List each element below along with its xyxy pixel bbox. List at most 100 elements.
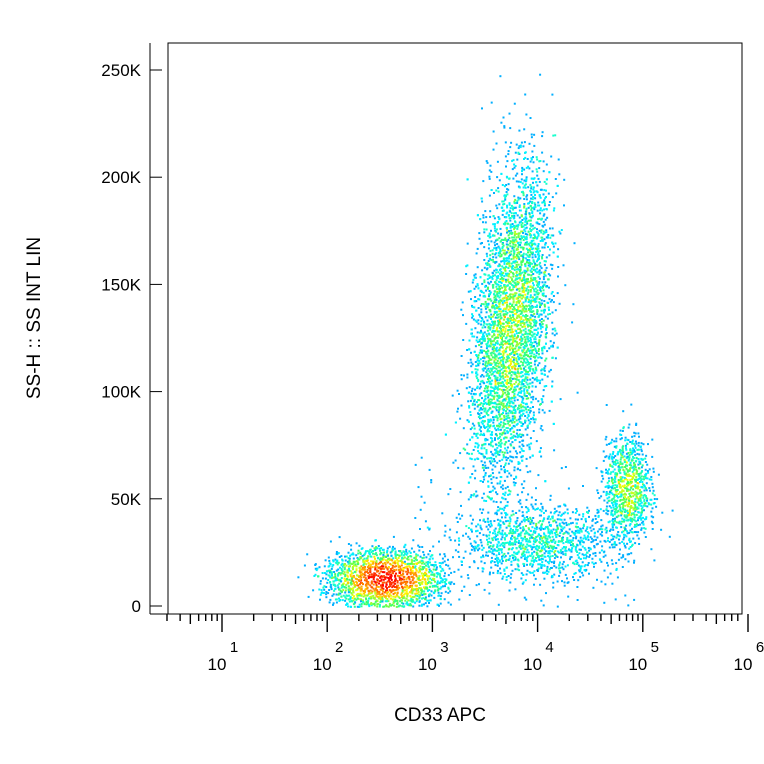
- data-point: [551, 241, 554, 244]
- data-point: [473, 276, 476, 279]
- data-point: [516, 158, 519, 161]
- data-point: [381, 595, 384, 598]
- data-point: [433, 573, 436, 576]
- data-point: [504, 289, 507, 292]
- data-point: [545, 328, 547, 331]
- data-point: [499, 299, 502, 302]
- data-point: [501, 484, 504, 487]
- data-point: [621, 448, 624, 450]
- data-point: [540, 231, 543, 234]
- data-point: [518, 290, 521, 293]
- data-point: [494, 316, 497, 319]
- data-point: [303, 564, 306, 567]
- data-point: [525, 310, 528, 313]
- data-point: [490, 170, 493, 173]
- data-point: [335, 551, 338, 553]
- data-point: [495, 256, 498, 259]
- data-point: [542, 275, 545, 278]
- data-point: [476, 283, 479, 286]
- data-point: [532, 348, 535, 351]
- data-point: [394, 596, 397, 599]
- data-point: [495, 288, 498, 291]
- data-point: [513, 224, 515, 227]
- data-point: [329, 581, 332, 584]
- data-point: [394, 550, 397, 553]
- data-point: [486, 430, 489, 433]
- data-point: [417, 577, 420, 580]
- data-point: [511, 360, 514, 363]
- data-point: [528, 350, 531, 352]
- data-point: [525, 282, 528, 285]
- data-point: [373, 589, 376, 592]
- data-point: [387, 554, 389, 557]
- data-point: [497, 428, 500, 431]
- data-point: [615, 511, 618, 514]
- data-point: [537, 177, 540, 180]
- data-point: [493, 367, 496, 370]
- data-point: [473, 287, 476, 290]
- data-point: [433, 577, 436, 580]
- data-point: [358, 606, 361, 608]
- data-point: [475, 433, 478, 435]
- data-point: [418, 579, 420, 582]
- data-point: [394, 580, 396, 583]
- data-point: [424, 598, 427, 600]
- data-point: [492, 371, 495, 374]
- data-point: [503, 416, 506, 419]
- data-point: [511, 341, 514, 344]
- data-point: [532, 369, 535, 372]
- data-point: [629, 451, 632, 454]
- data-point: [487, 401, 490, 404]
- data-point: [507, 462, 510, 465]
- data-point: [410, 561, 413, 563]
- data-point: [361, 568, 364, 571]
- data-point: [416, 554, 419, 557]
- data-point: [332, 580, 335, 583]
- data-point: [509, 360, 512, 363]
- data-point: [405, 592, 408, 595]
- data-point: [520, 410, 523, 413]
- data-point: [416, 587, 419, 590]
- data-point: [429, 577, 432, 580]
- data-point: [377, 570, 380, 572]
- data-point: [513, 246, 516, 249]
- data-point: [629, 508, 631, 511]
- data-point: [606, 481, 609, 484]
- data-point: [525, 253, 528, 256]
- data-point: [513, 469, 516, 472]
- data-point: [329, 583, 332, 586]
- data-point: [418, 597, 421, 600]
- data-point: [539, 207, 542, 210]
- data-point: [543, 260, 546, 263]
- data-point: [532, 398, 535, 401]
- data-point: [511, 421, 514, 424]
- data-point: [535, 342, 538, 345]
- data-point: [541, 131, 544, 134]
- data-point: [480, 421, 483, 424]
- data-point: [334, 587, 337, 590]
- data-point: [469, 358, 472, 361]
- data-point: [332, 576, 335, 579]
- data-point: [411, 570, 414, 572]
- data-point: [542, 368, 545, 371]
- data-point: [530, 207, 533, 210]
- data-point: [491, 249, 494, 252]
- data-point: [403, 545, 406, 548]
- data-point: [356, 563, 359, 566]
- data-point: [479, 407, 482, 410]
- data-point: [539, 379, 542, 382]
- data-point: [503, 185, 506, 188]
- data-point: [506, 206, 509, 209]
- data-point: [396, 584, 398, 587]
- data-point: [526, 314, 529, 317]
- data-point: [351, 577, 353, 580]
- data-point: [513, 377, 516, 380]
- data-point: [618, 495, 621, 498]
- data-point: [319, 582, 322, 585]
- data-point: [529, 407, 532, 410]
- data-point: [512, 217, 515, 220]
- data-point: [545, 285, 547, 288]
- data-point: [540, 357, 543, 360]
- data-point: [382, 587, 385, 590]
- data-point: [513, 333, 516, 336]
